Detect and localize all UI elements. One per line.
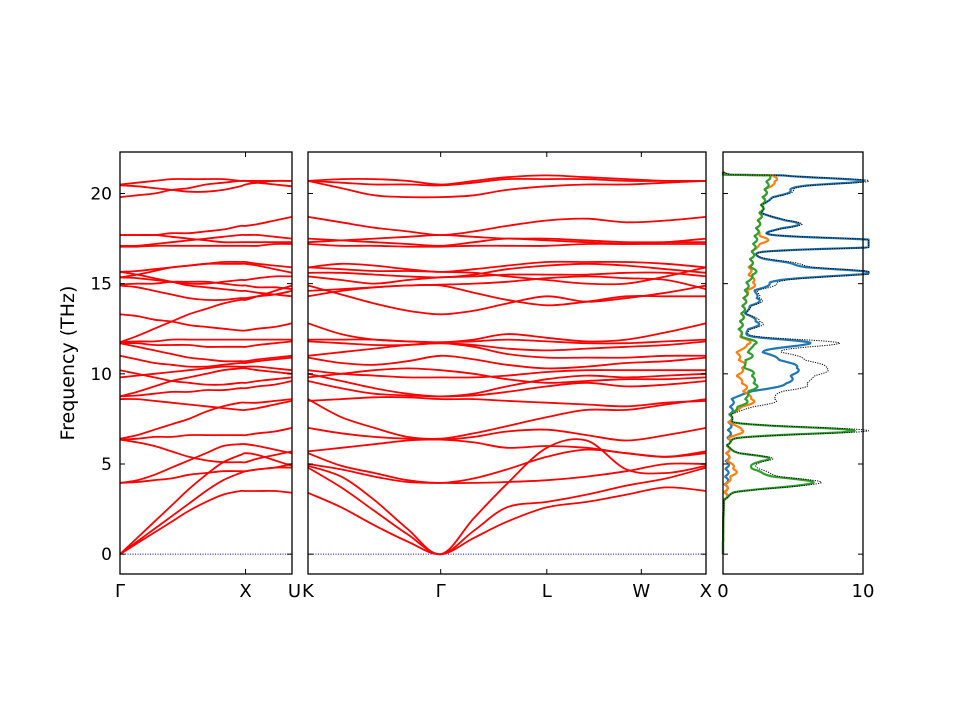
x-tick-label: L bbox=[542, 581, 552, 602]
band-line bbox=[119, 271, 293, 298]
y-axis-label: Frequency (THz) bbox=[57, 286, 79, 441]
band-line bbox=[307, 275, 707, 292]
x-tick-label: 10 bbox=[852, 581, 875, 602]
band-line bbox=[119, 489, 293, 555]
dos-panel: 0 10 bbox=[717, 151, 875, 602]
x-tick-label: Γ bbox=[436, 581, 446, 602]
phonon-bands bbox=[119, 178, 293, 555]
band-line bbox=[307, 396, 707, 408]
band-line bbox=[119, 242, 293, 248]
y-ticks bbox=[723, 192, 863, 555]
dos-total-curve bbox=[722, 171, 870, 555]
band-line bbox=[307, 237, 707, 247]
y-ticks bbox=[308, 192, 706, 555]
band-line bbox=[307, 260, 707, 273]
band-line bbox=[119, 179, 292, 198]
band-line bbox=[307, 342, 707, 359]
x-tick-label: X bbox=[239, 581, 251, 602]
y-tick-label: 15 bbox=[90, 275, 112, 295]
y-tick-label: 5 bbox=[101, 455, 112, 475]
band-line bbox=[119, 338, 292, 344]
x-tick-label: Γ bbox=[115, 581, 125, 602]
dos-curves bbox=[721, 171, 870, 555]
band-line bbox=[307, 427, 707, 442]
band-line bbox=[307, 322, 707, 344]
band-line bbox=[119, 367, 293, 398]
panel-frame bbox=[119, 151, 293, 575]
x-tick-label: U bbox=[288, 581, 301, 602]
x-tick-label: W bbox=[632, 581, 650, 602]
band-line bbox=[119, 380, 293, 398]
band-line bbox=[307, 438, 707, 458]
band-line bbox=[307, 180, 707, 199]
band-line bbox=[119, 427, 293, 441]
band-line bbox=[307, 266, 707, 286]
band-line bbox=[307, 380, 707, 398]
y-tick-label: 20 bbox=[90, 184, 112, 204]
band-line bbox=[307, 174, 707, 186]
band-line bbox=[120, 216, 293, 237]
band-panel-gamma-x-u: 0 5 10 15 20 Γ X U bbox=[90, 151, 301, 602]
band-line bbox=[119, 342, 293, 363]
band-line bbox=[307, 372, 707, 398]
band-line bbox=[119, 398, 293, 412]
band-line bbox=[307, 271, 707, 285]
band-line bbox=[307, 466, 707, 556]
band-line bbox=[119, 354, 293, 368]
panel-frame bbox=[722, 151, 864, 575]
band-line bbox=[307, 367, 707, 384]
band-line bbox=[119, 463, 293, 484]
dos-species-2-curve bbox=[721, 171, 779, 555]
x-tick-label: X bbox=[700, 581, 712, 602]
y-tick-label: 0 bbox=[101, 545, 112, 565]
band-line bbox=[307, 486, 707, 556]
band-line bbox=[119, 178, 293, 188]
band-line bbox=[307, 340, 707, 352]
band-line bbox=[307, 398, 707, 440]
band-line bbox=[307, 177, 706, 187]
band-line bbox=[307, 462, 707, 484]
x-tick-label: K bbox=[302, 581, 315, 602]
band-line bbox=[119, 233, 293, 247]
band-line bbox=[307, 216, 707, 236]
band-line bbox=[119, 452, 293, 555]
band-line bbox=[119, 313, 293, 332]
band-line bbox=[307, 234, 707, 244]
y-ticks: 0 5 10 15 20 bbox=[90, 184, 292, 565]
band-line bbox=[307, 262, 707, 279]
band-line bbox=[307, 354, 707, 370]
band-line bbox=[119, 284, 293, 302]
phonon-bands bbox=[307, 174, 707, 556]
x-tick-label: 0 bbox=[717, 581, 728, 602]
band-line bbox=[307, 284, 707, 316]
band-line bbox=[119, 369, 293, 386]
band-line bbox=[119, 260, 293, 273]
band-line bbox=[119, 398, 293, 440]
band-line bbox=[119, 365, 293, 379]
panel-frame bbox=[307, 151, 707, 575]
band-line bbox=[119, 340, 293, 348]
band-line bbox=[119, 443, 293, 484]
band-line bbox=[119, 438, 293, 464]
band-line bbox=[119, 275, 293, 285]
y-tick-label: 10 bbox=[90, 365, 112, 385]
